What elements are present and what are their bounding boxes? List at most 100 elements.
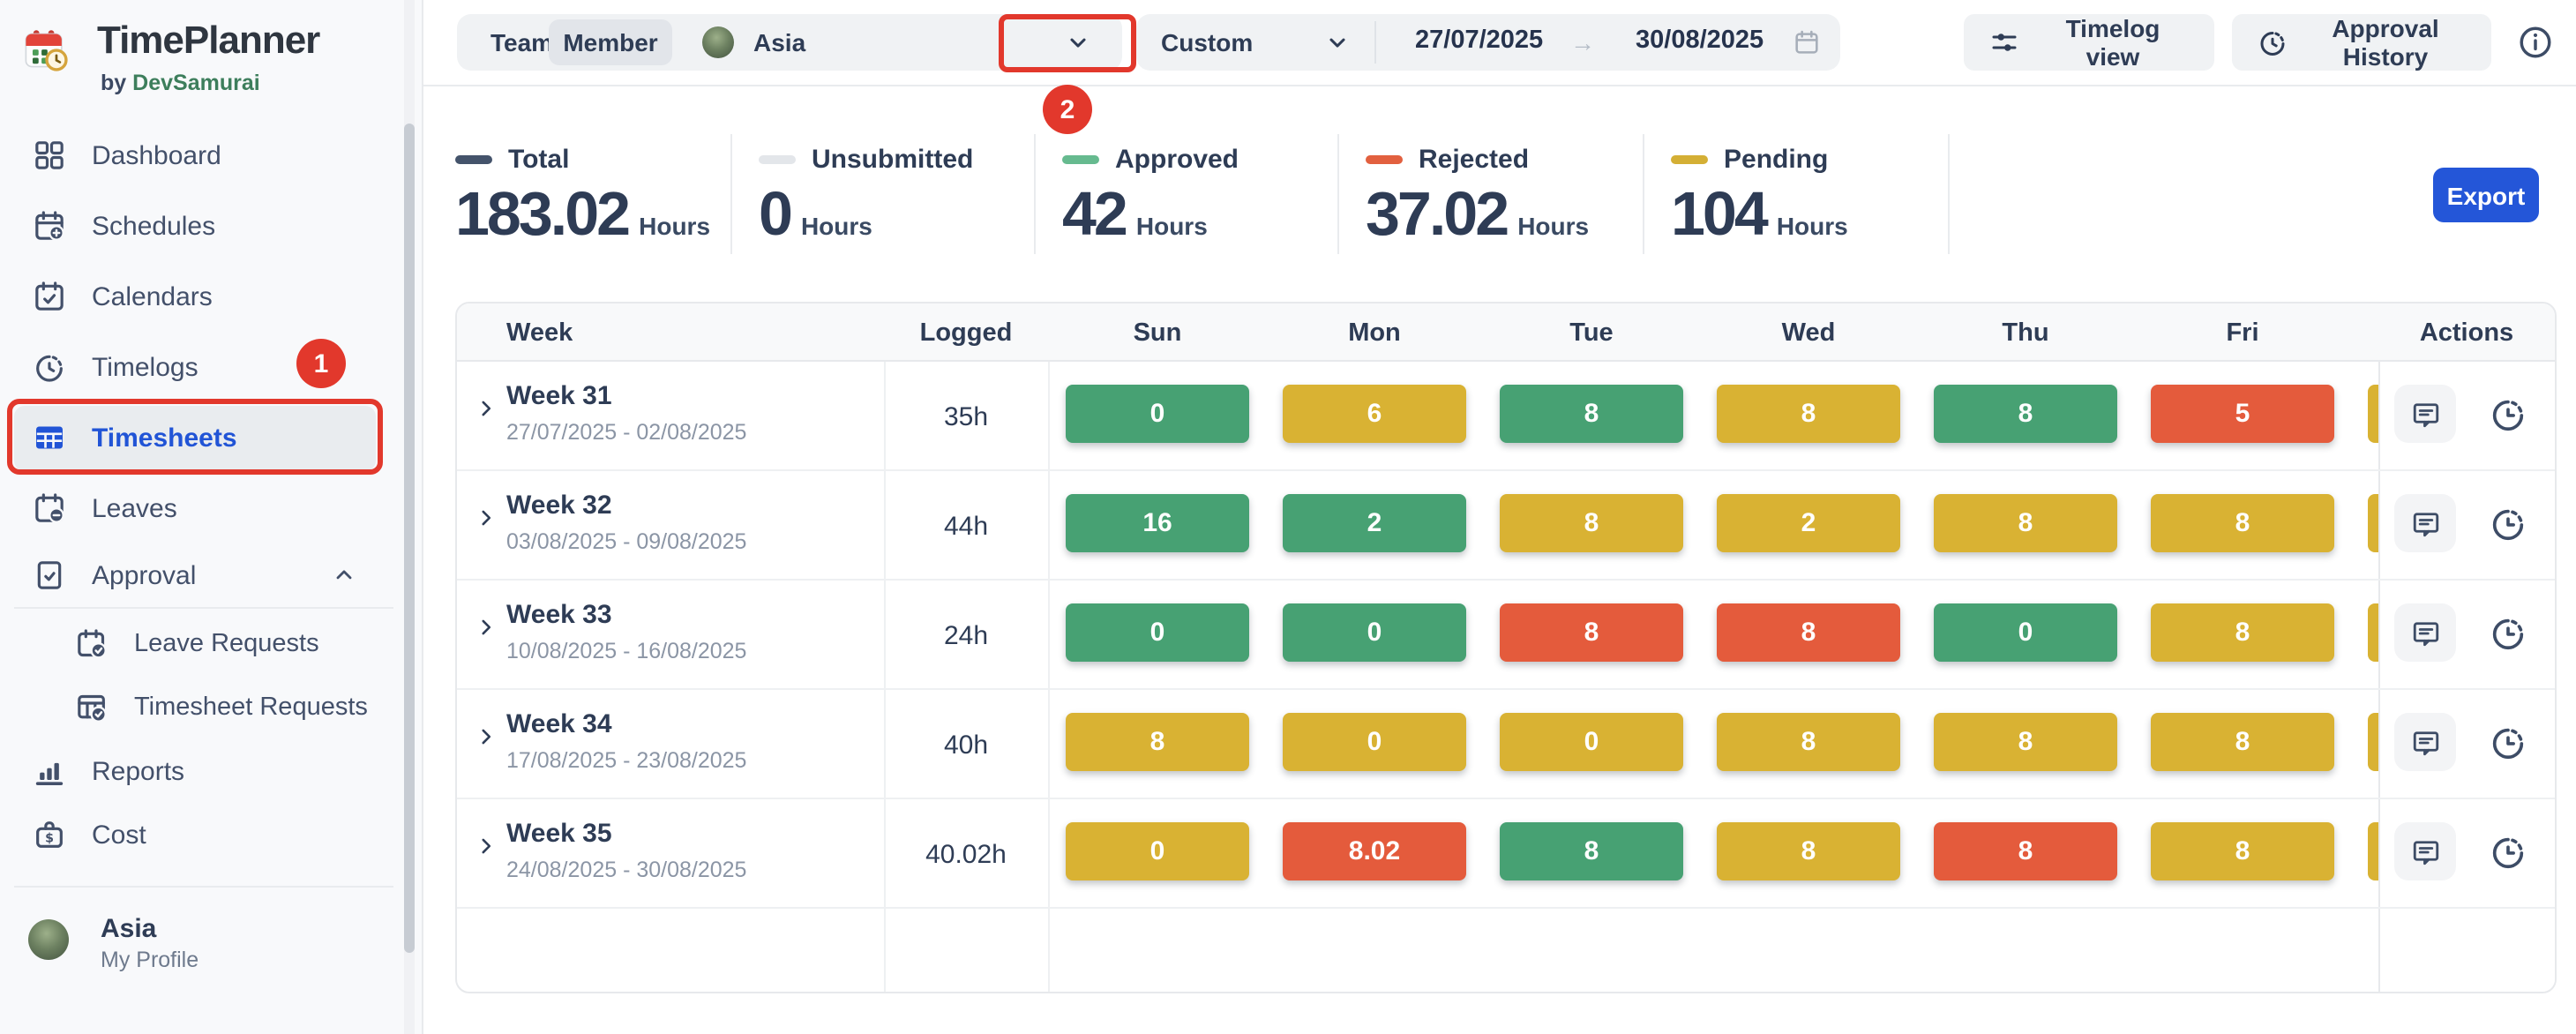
sidebar-item-timesheets[interactable]: Timesheets [0, 402, 402, 473]
week-label: Week 35 [506, 819, 612, 849]
day-cell-sun[interactable]: 0 [1066, 603, 1249, 662]
day-cell-wed[interactable]: 8 [1717, 713, 1900, 771]
day-cell-sun[interactable]: 8 [1066, 713, 1249, 771]
logged-hours: 40.02h [884, 799, 1048, 909]
day-cell-fri[interactable]: 5 [2151, 385, 2334, 443]
timelogs-icon [32, 349, 67, 385]
avatar[interactable] [28, 919, 69, 960]
table-header: Week Logged Sun Mon Tue Wed Thu Fri Acti… [457, 303, 2555, 362]
profile-name[interactable]: Asia [101, 914, 156, 944]
col-thu: Thu [1955, 303, 2096, 362]
leave-requests-icon [74, 626, 109, 662]
week-label: Week 34 [506, 709, 612, 739]
day-cell-mon[interactable]: 0 [1283, 713, 1466, 771]
member-select-value[interactable]: Asia [753, 28, 805, 56]
sidebar-item-leaves[interactable]: Leaves [0, 473, 402, 543]
sidebar-item-dashboard[interactable]: Dashboard [0, 120, 402, 191]
sidebar-item-approval[interactable]: Approval [0, 540, 402, 611]
sidebar-item-timelogs[interactable]: Timelogs [0, 332, 402, 402]
history-button[interactable] [2488, 612, 2528, 653]
sidebar-item-reports[interactable]: Reports [0, 736, 402, 806]
day-cell-mon[interactable]: 2 [1283, 494, 1466, 552]
day-cell-wed[interactable]: 8 [1717, 385, 1900, 443]
day-cell-mon[interactable]: 6 [1283, 385, 1466, 443]
sidebar-item-leave-requests[interactable]: Leave Requests [0, 612, 402, 676]
sidebar-scrollbar-thumb[interactable] [404, 124, 415, 953]
sidebar-item-cost[interactable]: $ Cost [0, 799, 402, 870]
day-cell-fri[interactable]: 8 [2151, 603, 2334, 662]
logged-hours: 24h [884, 581, 1048, 690]
table-row: Week 35 24/08/2025 - 30/08/2025 40.02h 0… [457, 799, 2555, 909]
sidebar-item-calendars[interactable]: Calendars [0, 261, 402, 332]
history-button[interactable] [2488, 831, 2528, 872]
day-cell-tue[interactable]: 0 [1500, 713, 1683, 771]
day-cell-fri[interactable]: 8 [2151, 822, 2334, 880]
arrow-right-icon: → [1570, 28, 1595, 56]
comment-button[interactable] [2394, 822, 2456, 880]
stat-value: 104 [1671, 180, 1766, 251]
total-legend-dash [455, 155, 492, 165]
export-button[interactable]: Export [2433, 168, 2539, 222]
timesheet-table: Week Logged Sun Mon Tue Wed Thu Fri Acti… [455, 302, 2557, 993]
approval-history-button[interactable]: Approval History [2232, 14, 2491, 71]
day-cell-mon[interactable]: 8.02 [1283, 822, 1466, 880]
sidebar-item-timesheet-requests[interactable]: Timesheet Requests [0, 676, 402, 739]
expand-chevron-icon[interactable] [475, 835, 498, 858]
sidebar-item-label: Reports [92, 756, 184, 786]
expand-chevron-icon[interactable] [475, 397, 498, 420]
day-cell-wed[interactable]: 2 [1717, 494, 1900, 552]
comment-button[interactable] [2394, 494, 2456, 552]
calendar-icon[interactable] [1793, 28, 1821, 56]
week-label: Week 31 [506, 381, 612, 411]
day-cell-wed[interactable]: 8 [1717, 603, 1900, 662]
range-preset-select[interactable]: Custom [1161, 28, 1253, 56]
day-cell-thu[interactable]: 8 [1934, 713, 2117, 771]
date-from-field[interactable]: 27/07/2025 [1415, 26, 1543, 55]
annotation-step-2: 2 [1043, 85, 1092, 134]
stat-label: Pending [1724, 145, 1828, 175]
comment-button[interactable] [2394, 385, 2456, 443]
day-cell-sun[interactable]: 0 [1066, 385, 1249, 443]
logged-hours: 35h [884, 362, 1048, 471]
expand-chevron-icon[interactable] [475, 616, 498, 639]
stat-unit: Hours [1136, 212, 1208, 240]
expand-chevron-icon[interactable] [475, 725, 498, 748]
chevron-down-icon[interactable] [1066, 30, 1090, 55]
day-cell-mon[interactable]: 0 [1283, 603, 1466, 662]
day-cell-fri[interactable]: 8 [2151, 494, 2334, 552]
day-cell-sun[interactable]: 16 [1066, 494, 1249, 552]
day-cell-thu[interactable]: 8 [1934, 494, 2117, 552]
sat-bar-partial [2368, 494, 2378, 552]
day-cell-thu[interactable]: 0 [1934, 603, 2117, 662]
day-cell-sun[interactable]: 0 [1066, 822, 1249, 880]
history-button[interactable] [2488, 393, 2528, 434]
day-cell-wed[interactable]: 8 [1717, 822, 1900, 880]
day-cell-thu[interactable]: 8 [1934, 385, 2117, 443]
history-button[interactable] [2488, 503, 2528, 543]
history-button[interactable] [2488, 722, 2528, 762]
info-icon[interactable] [2516, 23, 2555, 62]
day-cell-tue[interactable]: 8 [1500, 494, 1683, 552]
table-row: Week 33 10/08/2025 - 16/08/2025 24h 0 0 … [457, 581, 2555, 690]
date-range-control: Custom 27/07/2025 → 30/08/2025 [1136, 14, 1840, 71]
day-cell-tue[interactable]: 8 [1500, 822, 1683, 880]
chevron-down-icon[interactable] [1325, 30, 1350, 55]
col-week: Week [506, 303, 573, 362]
day-cell-fri[interactable]: 8 [2151, 713, 2334, 771]
sidebar-item-schedules[interactable]: Schedules [0, 191, 402, 261]
day-cell-thu[interactable]: 8 [1934, 822, 2117, 880]
sidebar-item-label: Approval [92, 560, 196, 590]
sidebar-item-label: Schedules [92, 211, 215, 241]
tab-member[interactable]: Member [549, 19, 672, 65]
day-cell-tue[interactable]: 8 [1500, 385, 1683, 443]
sidebar-divider [14, 886, 393, 888]
expand-chevron-icon[interactable] [475, 506, 498, 529]
logged-hours: 44h [884, 471, 1048, 581]
date-to-field[interactable]: 30/08/2025 [1636, 26, 1764, 55]
stat-label: Total [508, 145, 569, 175]
day-cell-tue[interactable]: 8 [1500, 603, 1683, 662]
stat-label: Rejected [1419, 145, 1529, 175]
timelog-view-button[interactable]: Timelog view [1964, 14, 2214, 71]
comment-button[interactable] [2394, 713, 2456, 771]
comment-button[interactable] [2394, 603, 2456, 662]
